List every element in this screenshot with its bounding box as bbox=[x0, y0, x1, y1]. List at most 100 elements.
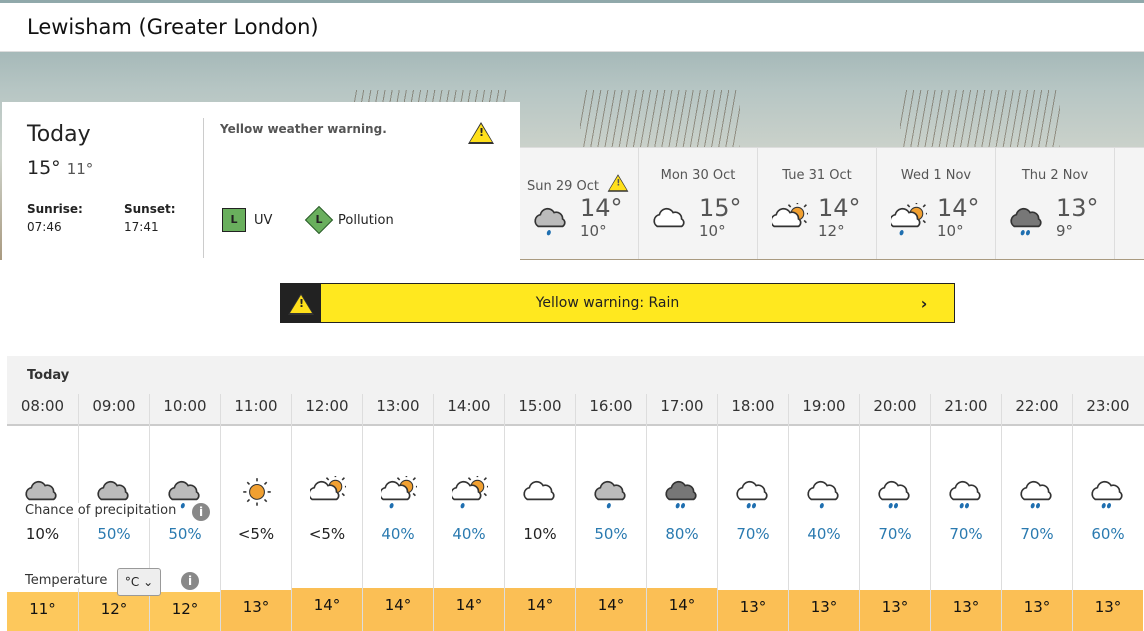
hour-time: 22:00 bbox=[1015, 397, 1059, 415]
warning-banner[interactable]: ! Yellow warning: Rain › bbox=[280, 283, 955, 323]
hour-time: 10:00 bbox=[163, 397, 207, 415]
temperature-value: 13° bbox=[221, 590, 291, 631]
uv-badge: L bbox=[222, 208, 246, 232]
hour-column: 12:00 <5% 14° bbox=[291, 394, 362, 631]
light-rain-icon bbox=[594, 476, 630, 514]
cloud-heavy-shower-icon bbox=[949, 476, 985, 514]
day-low: 10° bbox=[580, 222, 607, 240]
precip-value: 60% bbox=[1091, 525, 1125, 543]
hour-time: 19:00 bbox=[802, 397, 846, 415]
precip-value: 40% bbox=[452, 525, 486, 543]
cloud-icon bbox=[653, 203, 689, 241]
high-temp: 15° bbox=[27, 157, 61, 179]
temperature-value: 14° bbox=[647, 588, 717, 631]
pollution-badge: L bbox=[304, 205, 334, 235]
partly-cloudy-shower-icon bbox=[889, 200, 930, 241]
hour-column: 18:00 70% 13° bbox=[717, 394, 788, 631]
daily-forecast-tabs: Sun 29 Oct! 14° 10° Mon 30 Oct 15° 10° Tue… bbox=[520, 147, 1144, 259]
day-date: Wed 1 Nov bbox=[900, 168, 972, 183]
partly-cloudy-icon bbox=[770, 200, 811, 241]
info-icon[interactable]: i bbox=[181, 572, 199, 590]
hour-time: 12:00 bbox=[305, 397, 349, 415]
location-title: Lewisham (Greater London) bbox=[0, 3, 1144, 52]
cloud-shower-icon bbox=[807, 476, 843, 514]
warning-icon: ! bbox=[607, 174, 629, 192]
precip-value: 70% bbox=[1020, 525, 1054, 543]
hour-time: 23:00 bbox=[1086, 397, 1130, 415]
pollution-label: Pollution bbox=[338, 213, 394, 228]
hour-column: 14:00 40% 14° bbox=[433, 394, 504, 631]
sunset: Sunset: 17:41 bbox=[124, 202, 176, 234]
day-tab[interactable]: Tue 31 Oct 14° 12° bbox=[758, 148, 877, 259]
sunset-label: Sunset: bbox=[124, 202, 176, 216]
precip-value: 10% bbox=[523, 525, 557, 543]
cloud-heavy-shower-icon bbox=[1020, 476, 1056, 514]
cloud-heavy-shower-icon bbox=[736, 476, 772, 514]
warning-text[interactable]: Yellow weather warning. bbox=[220, 122, 387, 136]
cloud-grey-icon bbox=[25, 476, 61, 514]
hour-column: 15:00 10% 14° bbox=[504, 394, 575, 631]
hour-time: 18:00 bbox=[731, 397, 775, 415]
precip-value: 50% bbox=[97, 525, 131, 543]
hour-column: 20:00 70% 13° bbox=[859, 394, 930, 631]
temperature-value: 14° bbox=[363, 588, 433, 631]
divider bbox=[203, 118, 204, 258]
temperature-value: 12° bbox=[150, 592, 220, 631]
hour-column: 19:00 40% 13° bbox=[788, 394, 859, 631]
precip-value: 50% bbox=[168, 525, 202, 543]
warning-icon: ! bbox=[288, 293, 314, 315]
temperature-value: 14° bbox=[576, 588, 646, 631]
low-temp: 11° bbox=[66, 160, 94, 178]
day-tab-partial[interactable] bbox=[1115, 148, 1144, 259]
day-low: 10° bbox=[699, 222, 726, 240]
hour-column: 13:00 40% 14° bbox=[362, 394, 433, 631]
warning-banner-text: Yellow warning: Rain bbox=[535, 295, 680, 311]
sunrise-label: Sunrise: bbox=[27, 202, 83, 216]
day-tab[interactable]: Wed 1 Nov 14° 10° bbox=[877, 148, 996, 259]
sunrise-time: 07:46 bbox=[27, 220, 62, 234]
precip-value: 80% bbox=[665, 525, 699, 543]
day-date: Tue 31 Oct bbox=[782, 168, 852, 183]
hour-time: 13:00 bbox=[376, 397, 420, 415]
day-high: 14° bbox=[937, 194, 980, 222]
temperature-value: 14° bbox=[292, 588, 362, 631]
precip-value: 40% bbox=[807, 525, 841, 543]
sun-icon bbox=[239, 476, 275, 514]
precip-value: 10% bbox=[25, 525, 60, 543]
light-rain-icon bbox=[534, 203, 570, 241]
today-high: 15° 11° bbox=[27, 157, 93, 179]
light-rain-icon bbox=[168, 476, 204, 514]
hour-column: 08:00 10% 11° bbox=[7, 394, 78, 631]
info-icon[interactable]: i bbox=[192, 503, 210, 521]
warning-icon[interactable]: ! bbox=[468, 122, 494, 144]
day-tab[interactable]: Mon 30 Oct 15° 10° bbox=[639, 148, 758, 259]
precip-value: 50% bbox=[594, 525, 628, 543]
uv-label: UV bbox=[254, 213, 273, 228]
hour-time: 15:00 bbox=[518, 397, 562, 415]
precip-value: 70% bbox=[949, 525, 983, 543]
precip-value: <5% bbox=[237, 525, 275, 543]
cloud-heavy-shower-icon bbox=[1091, 476, 1127, 514]
hour-column: 17:00 80% 14° bbox=[646, 394, 717, 631]
temperature-label: Temperature bbox=[25, 573, 112, 588]
partly-cloudy-shower-icon bbox=[450, 473, 491, 514]
day-tab[interactable]: Sun 29 Oct! 14° 10° bbox=[520, 148, 639, 259]
temperature-value: 12° bbox=[79, 592, 149, 631]
heavy-rain-icon bbox=[665, 476, 701, 514]
partly-cloudy-shower-icon bbox=[379, 473, 420, 514]
today-title: Today bbox=[27, 122, 91, 147]
precip-value: <5% bbox=[308, 525, 346, 543]
unit-select[interactable]: °C ⌄ bbox=[117, 568, 161, 596]
temperature-value: 11° bbox=[7, 592, 78, 631]
hour-column: 22:00 70% 13° bbox=[1001, 394, 1072, 631]
partly-cloudy-icon bbox=[308, 473, 349, 514]
precip-value: 40% bbox=[381, 525, 415, 543]
temperature-value: 13° bbox=[931, 590, 1001, 631]
hour-column: 23:00 60% 13° bbox=[1072, 394, 1143, 631]
hour-column: 11:00 <5% 13° bbox=[220, 394, 291, 631]
day-tab[interactable]: Thu 2 Nov 13° 9° bbox=[996, 148, 1115, 259]
hour-time: 14:00 bbox=[447, 397, 491, 415]
today-summary: Today 15° 11° Sunrise: 07:46 Sunset: 17:41 … bbox=[2, 102, 520, 260]
cloud-icon bbox=[523, 476, 559, 514]
cloud-heavy-shower-icon bbox=[878, 476, 914, 514]
